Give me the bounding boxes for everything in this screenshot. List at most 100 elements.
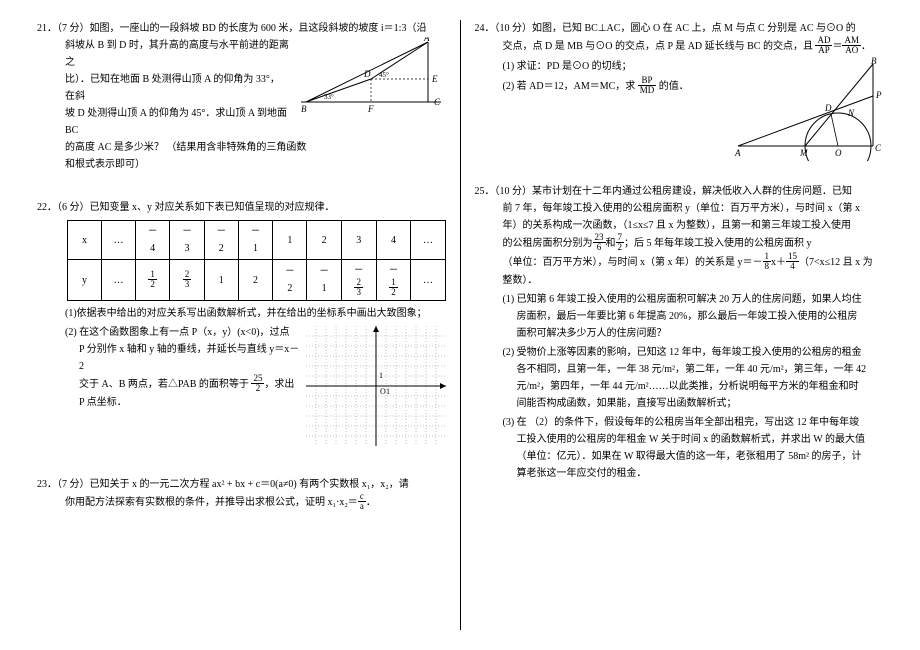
svg-text:D: D bbox=[363, 69, 371, 79]
text: 交于 A、B 两点，若△PAB 的面积等于 bbox=[79, 379, 251, 390]
text: 和根式表示即可） bbox=[37, 156, 446, 173]
p22-intro: 22．（6 分）已知变量 x、y 对应关系如下表已知值呈现的对应规律． bbox=[37, 199, 446, 216]
xy-table: x … －4 －3 －2 －1 1 2 3 4 … y … 12 23 bbox=[67, 220, 446, 301]
svg-text:A: A bbox=[734, 148, 741, 158]
svg-text:B: B bbox=[301, 104, 307, 114]
problem-number: 25． bbox=[475, 186, 495, 197]
text: (2) 若 AD＝12，AM＝MC，求 bbox=[503, 81, 638, 92]
svg-text:C: C bbox=[875, 143, 882, 153]
problem-23: 23．（7 分）已知关于 x 的一元二次方程 ax² + bx + c＝0(a≠… bbox=[37, 476, 446, 512]
cell: y bbox=[68, 260, 102, 301]
p25-sub2a: (2) 受物价上涨等因素的影响，已知这 12 年中，每年竣工投入使用的公租房的租… bbox=[475, 344, 884, 361]
p25-sub1a: (1) 已知第 6 年竣工投入使用的公租房面积可解决 20 万人的住房问题，如果… bbox=[475, 291, 884, 308]
text: 前 7 年，每年竣工投入使用的公租房面积 y（单位：百万平方米），与时间 x（第… bbox=[475, 200, 884, 217]
p25-sub2d: 间能否构成函数，如果能，直接写出函数解析式； bbox=[475, 395, 884, 412]
text: 的值． bbox=[656, 81, 689, 92]
cell: … bbox=[102, 260, 136, 301]
svg-text:D: D bbox=[824, 103, 832, 113]
cell: … bbox=[411, 221, 445, 260]
p24-line2: 交点，点 D 是 MB 与⊙O 的交点，点 P 是 AD 延长线与 BC 的交点… bbox=[475, 37, 884, 56]
problem-24: 24．（10 分）如图，已知 BC⊥AC，圆心 O 在 AC 上，点 M 与点 … bbox=[475, 20, 884, 161]
problem-number: 24． bbox=[475, 23, 495, 34]
problem-22: 22．（6 分）已知变量 x、y 对应关系如下表已知值呈现的对应规律． x … … bbox=[37, 199, 446, 446]
cell: 3 bbox=[341, 221, 376, 260]
problem-number: 21． bbox=[37, 23, 57, 34]
p24-figure: A B C D M O P N bbox=[733, 56, 883, 161]
text: 整数）． bbox=[475, 272, 884, 289]
text: （单位：百万平方米），与时间 x（第 x 年）的关系是 y＝－ bbox=[503, 257, 763, 268]
cell: －12 bbox=[376, 260, 411, 301]
svg-text:33°: 33° bbox=[324, 93, 334, 101]
points: （10 分） bbox=[495, 23, 533, 34]
cell: －1 bbox=[307, 260, 341, 301]
table-row-y: y … 12 23 1 2 －2 －1 －23 －12 … bbox=[68, 260, 446, 301]
text: 某市计划在十二年内通过公租房建设，解决低收入人群的住房问题．已知 bbox=[532, 186, 852, 197]
text: 的高度 AC 是多少米？ （结果用含非特殊角的三角函数 bbox=[37, 139, 446, 156]
text: 的公租房面积分别为 bbox=[503, 238, 593, 249]
p25-sub3d: 算老张这一年应交付的租金． bbox=[475, 465, 884, 482]
text: ． bbox=[366, 497, 376, 508]
eq: ＝ bbox=[832, 41, 842, 52]
cell: －2 bbox=[204, 221, 238, 260]
table-row-x: x … －4 －3 －2 －1 1 2 3 4 … bbox=[68, 221, 446, 260]
p25-line4: 的公租房面积分别为236和72；后 5 年每年竣工投入使用的公租房面积 y bbox=[475, 234, 884, 253]
text: （7<x≤12 且 x 为 bbox=[799, 257, 873, 268]
points: （6 分） bbox=[57, 202, 90, 213]
p22-sub1: (1)依据表中给出的对应关系写出函数解析式，并在给出的坐标系中画出大致图象； bbox=[37, 305, 446, 322]
text: 和 bbox=[606, 238, 616, 249]
p25-sub1b: 房面积，最后一年要比第 6 年提高 20%，那么最后一年竣工投入使用的公租房 bbox=[475, 308, 884, 325]
svg-text:1: 1 bbox=[379, 371, 383, 380]
p25-sub3c: （单位：亿元）．如果在 W 取得最大值的这一年，老张租用了 58m² 的房子，计 bbox=[475, 448, 884, 465]
p25-sub3b: 工投入使用的公租房的年租金 W 关于时间 x 的函数解析式，并求出 W 的最大值 bbox=[475, 431, 884, 448]
problem-number: 23． bbox=[37, 479, 57, 490]
text: 交点，点 D 是 MB 与⊙O 的交点，点 P 是 AD 延长线与 BC 的交点… bbox=[503, 41, 813, 52]
text: 如图，已知 BC⊥AC，圆心 O 在 AC 上，点 M 与点 C 分别是 AC … bbox=[532, 23, 856, 34]
cell: 1 bbox=[204, 260, 238, 301]
cell: 4 bbox=[376, 221, 411, 260]
svg-text:M: M bbox=[799, 148, 808, 158]
cell: … bbox=[102, 221, 136, 260]
p23-line1: 23．（7 分）已知关于 x 的一元二次方程 ax² + bx + c＝0(a≠… bbox=[37, 476, 446, 493]
svg-text:E: E bbox=[431, 74, 438, 84]
p25-line5: （单位：百万平方米），与时间 x（第 x 年）的关系是 y＝－18x＋154（7… bbox=[475, 253, 884, 272]
exam-page: 21．（7 分）如图，一座山的一段斜坡 BD 的长度为 600 米，且这段斜坡的… bbox=[0, 0, 920, 650]
svg-text:A: A bbox=[423, 37, 430, 43]
cell: －1 bbox=[238, 221, 272, 260]
cell: 2 bbox=[307, 221, 341, 260]
svg-text:F: F bbox=[367, 104, 374, 114]
text: ，求出 bbox=[264, 379, 294, 390]
p21-figure: A B C D E F 33° 45° bbox=[296, 37, 446, 115]
text: x＋ bbox=[771, 257, 786, 268]
text: 如图，一座山的一段斜坡 BD 的长度为 600 米，且这段斜坡的坡度 i＝1:3… bbox=[90, 23, 427, 34]
p25-sub2c: 元/m²，第四年，一年 44 元/m²……以此类推，分析说明每平方米的年租金和时 bbox=[475, 378, 884, 395]
svg-text:C: C bbox=[434, 97, 441, 107]
cell: x bbox=[68, 221, 102, 260]
p25-sub1c: 面积可解决多少万人的住房问题？ bbox=[475, 325, 884, 342]
points: （10 分） bbox=[495, 186, 533, 197]
p23-line2: 你用配方法探索有实数根的条件，并推导出求根公式，证明 x₁·x₂＝ca． bbox=[37, 493, 446, 512]
text: 年）的关系构成一次函数，（1≤x≤7 且 x 为整数），且第一和第三年竣工投入使… bbox=[475, 217, 884, 234]
problem-25: 25．（10 分）某市计划在十二年内通过公租房建设，解决低收入人群的住房问题．已… bbox=[475, 183, 884, 482]
problem-21: 21．（7 分）如图，一座山的一段斜坡 BD 的长度为 600 米，且这段斜坡的… bbox=[37, 20, 446, 173]
cell: 1 bbox=[273, 221, 307, 260]
svg-text:45°: 45° bbox=[379, 71, 389, 79]
svg-text:B: B bbox=[871, 56, 877, 66]
p25-line1: 25．（10 分）某市计划在十二年内通过公租房建设，解决低收入人群的住房问题．已… bbox=[475, 183, 884, 200]
left-column: 21．（7 分）如图，一座山的一段斜坡 BD 的长度为 600 米，且这段斜坡的… bbox=[25, 20, 458, 630]
svg-text:O: O bbox=[835, 148, 842, 158]
cell: －2 bbox=[273, 260, 307, 301]
text: 已知关于 x 的一元二次方程 ax² + bx + c＝0(a≠0) 有两个实数… bbox=[90, 479, 409, 490]
p25-sub2b: 各不相同，且第一年，一年 38 元/m²，第二年，一年 40 元/m²，第三年，… bbox=[475, 361, 884, 378]
text: 你用配方法探索有实数根的条件，并推导出求根公式，证明 x₁·x₂＝ bbox=[65, 497, 358, 508]
cell: … bbox=[411, 260, 445, 301]
points: （7 分） bbox=[57, 23, 90, 34]
dot: ． bbox=[861, 41, 871, 52]
svg-text:P: P bbox=[875, 90, 882, 100]
svg-text:N: N bbox=[847, 108, 855, 118]
cell: －4 bbox=[136, 221, 170, 260]
column-divider bbox=[460, 20, 461, 630]
cell: 12 bbox=[136, 260, 170, 301]
points: （7 分） bbox=[57, 479, 90, 490]
coordinate-grid: O 1 1 bbox=[306, 326, 446, 446]
right-column: 24．（10 分）如图，已知 BC⊥AC，圆心 O 在 AC 上，点 M 与点 … bbox=[463, 20, 896, 630]
